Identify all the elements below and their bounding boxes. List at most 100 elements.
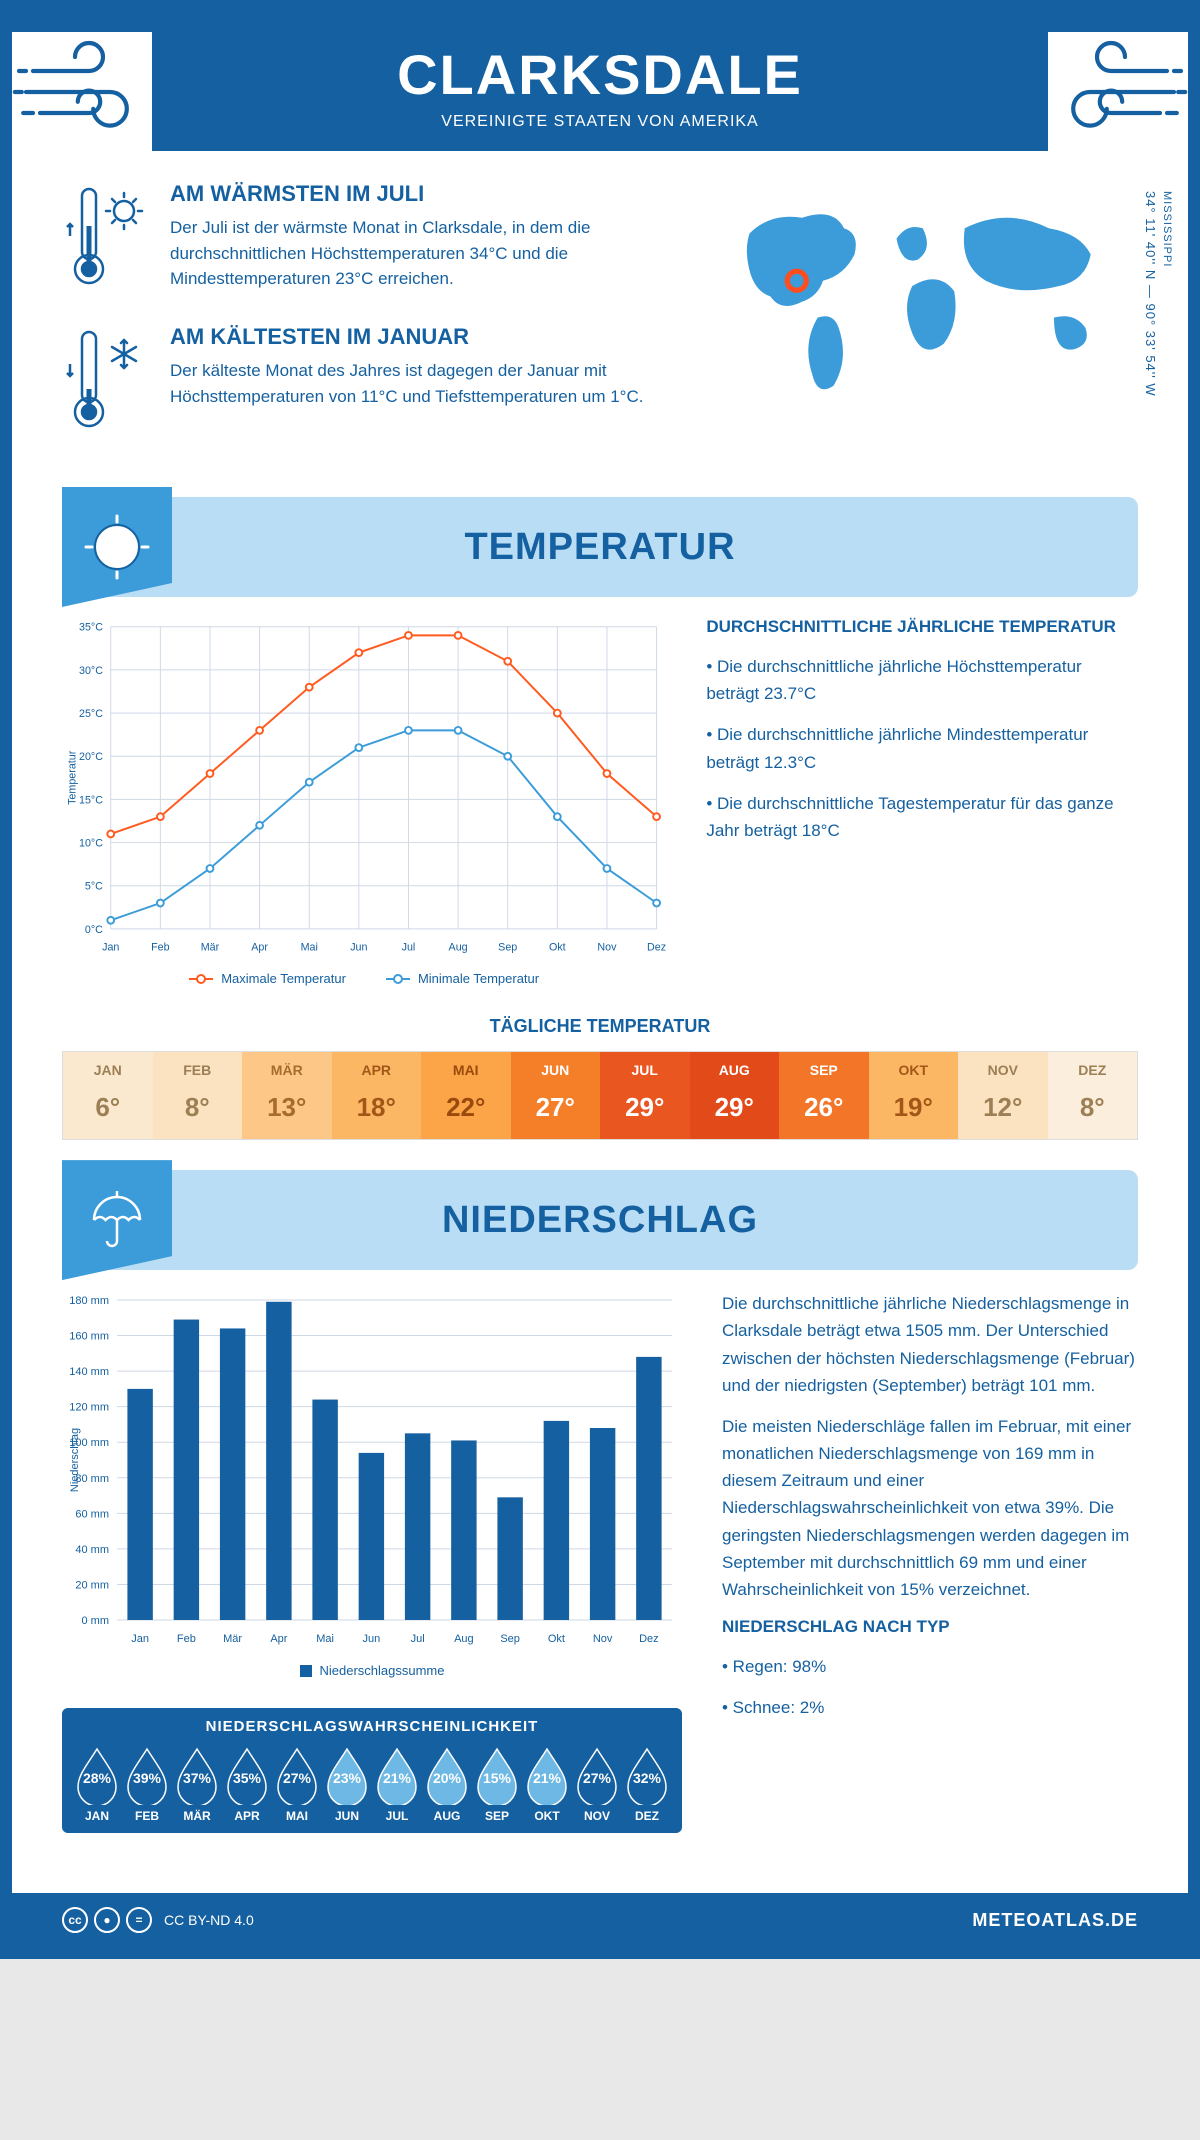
daily-temp-cell: JUL29° bbox=[600, 1052, 690, 1139]
umbrella-tab-icon bbox=[62, 1160, 172, 1280]
precip-text: Die durchschnittliche jährliche Niedersc… bbox=[722, 1290, 1138, 1735]
site-name: METEOATLAS.DE bbox=[972, 1910, 1138, 1931]
temp-bullet-1: • Die durchschnittliche jährliche Mindes… bbox=[706, 721, 1138, 775]
prob-row: 28%JAN39%FEB37%MÄR35%APR27%MAI23%JUN21%J… bbox=[72, 1745, 672, 1823]
thermometer-snow-icon bbox=[62, 324, 152, 439]
prob-cell: 27%NOV bbox=[572, 1745, 622, 1823]
legend-max: Maximale Temperatur bbox=[221, 971, 346, 986]
svg-text:140 mm: 140 mm bbox=[69, 1366, 109, 1378]
temp-summary: DURCHSCHNITTLICHE JÄHRLICHE TEMPERATUR •… bbox=[706, 617, 1138, 858]
coldest-text: Der kälteste Monat des Jahres ist dagege… bbox=[170, 358, 678, 409]
license-block: cc ● = CC BY-ND 4.0 bbox=[62, 1907, 254, 1933]
svg-text:Niederschlag: Niederschlag bbox=[69, 1428, 81, 1492]
svg-text:Jan: Jan bbox=[131, 1633, 149, 1645]
license-text: CC BY-ND 4.0 bbox=[164, 1912, 254, 1928]
content-area: AM WÄRMSTEN IM JULI Der Juli ist der wär… bbox=[12, 151, 1188, 1863]
svg-text:Sep: Sep bbox=[498, 941, 517, 953]
temp-line-chart: 0°C5°C10°C15°C20°C25°C30°C35°CJanFebMärA… bbox=[62, 617, 666, 958]
daily-temp-title: TÄGLICHE TEMPERATUR bbox=[62, 1016, 1138, 1037]
precip-legend-label: Niederschlagssumme bbox=[320, 1663, 445, 1678]
precip-snow: • Schnee: 2% bbox=[722, 1694, 1138, 1721]
precip-type-heading: NIEDERSCHLAG NACH TYP bbox=[722, 1617, 1138, 1637]
daily-temp-cell: FEB8° bbox=[153, 1052, 243, 1139]
svg-text:Temperatur: Temperatur bbox=[67, 750, 79, 805]
precip-chart-col: 0 mm20 mm40 mm60 mm80 mm100 mm120 mm140 … bbox=[62, 1290, 682, 1833]
coldest-title: AM KÄLTESTEN IM JANUAR bbox=[170, 324, 678, 350]
prob-cell: 27%MAI bbox=[272, 1745, 322, 1823]
svg-text:Mär: Mär bbox=[201, 941, 220, 953]
precipitation-banner: NIEDERSCHLAG bbox=[62, 1170, 1138, 1270]
svg-text:180 mm: 180 mm bbox=[69, 1295, 109, 1307]
temp-summary-heading: DURCHSCHNITTLICHE JÄHRLICHE TEMPERATUR bbox=[706, 617, 1138, 637]
precip-para1: Die durchschnittliche jährliche Niedersc… bbox=[722, 1290, 1138, 1399]
svg-text:15°C: 15°C bbox=[79, 794, 103, 806]
daily-temp-cell: MAI22° bbox=[421, 1052, 511, 1139]
region-label: MISSISSIPPI bbox=[1161, 191, 1173, 267]
temperature-banner: TEMPERATUR bbox=[62, 497, 1138, 597]
daily-temp-cell: APR18° bbox=[332, 1052, 422, 1139]
svg-text:5°C: 5°C bbox=[85, 881, 103, 893]
svg-text:Nov: Nov bbox=[597, 941, 617, 953]
temp-chart: 0°C5°C10°C15°C20°C25°C30°C35°CJanFebMärA… bbox=[62, 617, 666, 986]
svg-text:Aug: Aug bbox=[454, 1633, 474, 1645]
svg-text:Apr: Apr bbox=[270, 1633, 287, 1645]
daily-temp-cell: MÄR13° bbox=[242, 1052, 332, 1139]
svg-text:Jun: Jun bbox=[350, 941, 367, 953]
precip-two-col: 0 mm20 mm40 mm60 mm80 mm100 mm120 mm140 … bbox=[62, 1290, 1138, 1833]
prob-cell: 15%SEP bbox=[472, 1745, 522, 1823]
svg-text:0 mm: 0 mm bbox=[82, 1615, 110, 1627]
precip-bar-chart: 0 mm20 mm40 mm60 mm80 mm100 mm120 mm140 … bbox=[62, 1290, 682, 1650]
daily-temp-strip: JAN6°FEB8°MÄR13°APR18°MAI22°JUN27°JUL29°… bbox=[62, 1051, 1138, 1140]
svg-text:Jun: Jun bbox=[363, 1633, 381, 1645]
temp-two-col: 0°C5°C10°C15°C20°C25°C30°C35°CJanFebMärA… bbox=[62, 617, 1138, 986]
temperature-heading: TEMPERATUR bbox=[464, 526, 735, 569]
svg-text:Mai: Mai bbox=[301, 941, 318, 953]
page-header: CLARKSDALE VEREINIGTE STAATEN VON AMERIK… bbox=[12, 12, 1188, 151]
daily-temp-cell: JAN6° bbox=[63, 1052, 153, 1139]
coords-label: 34° 11' 40'' N — 90° 33' 54'' W bbox=[1143, 191, 1158, 397]
intro-facts: AM WÄRMSTEN IM JULI Der Juli ist der wär… bbox=[62, 181, 678, 467]
temp-legend: Maximale Temperatur Minimale Temperatur bbox=[62, 971, 666, 986]
svg-text:Jul: Jul bbox=[411, 1633, 425, 1645]
prob-cell: 23%JUN bbox=[322, 1745, 372, 1823]
svg-text:25°C: 25°C bbox=[79, 708, 103, 720]
svg-text:Dez: Dez bbox=[647, 941, 666, 953]
daily-temp-cell: DEZ8° bbox=[1048, 1052, 1138, 1139]
city-title: CLARKSDALE bbox=[32, 42, 1168, 107]
world-map-svg bbox=[718, 181, 1138, 412]
svg-text:160 mm: 160 mm bbox=[69, 1331, 109, 1343]
svg-text:Mai: Mai bbox=[316, 1633, 334, 1645]
svg-text:Feb: Feb bbox=[177, 1633, 196, 1645]
prob-cell: 21%JUL bbox=[372, 1745, 422, 1823]
temp-bullet-2: • Die durchschnittliche Tagestemperatur … bbox=[706, 790, 1138, 844]
svg-text:30°C: 30°C bbox=[79, 665, 103, 677]
infographic-page: CLARKSDALE VEREINIGTE STAATEN VON AMERIK… bbox=[0, 0, 1200, 1959]
prob-cell: 21%OKT bbox=[522, 1745, 572, 1823]
prob-cell: 32%DEZ bbox=[622, 1745, 672, 1823]
svg-text:Okt: Okt bbox=[548, 1633, 565, 1645]
temp-bullet-0: • Die durchschnittliche jährliche Höchst… bbox=[706, 653, 1138, 707]
svg-text:0°C: 0°C bbox=[85, 924, 103, 936]
svg-text:Dez: Dez bbox=[639, 1633, 659, 1645]
sun-tab-icon bbox=[62, 487, 172, 607]
svg-text:Jan: Jan bbox=[102, 941, 119, 953]
precip-rain: • Regen: 98% bbox=[722, 1653, 1138, 1680]
prob-cell: 28%JAN bbox=[72, 1745, 122, 1823]
cc-icons: cc ● = bbox=[62, 1907, 152, 1933]
daily-temp-cell: OKT19° bbox=[869, 1052, 959, 1139]
svg-text:Nov: Nov bbox=[593, 1633, 613, 1645]
intro-row: AM WÄRMSTEN IM JULI Der Juli ist der wär… bbox=[62, 181, 1138, 467]
svg-text:Feb: Feb bbox=[151, 941, 170, 953]
prob-cell: 35%APR bbox=[222, 1745, 272, 1823]
svg-text:40 mm: 40 mm bbox=[75, 1544, 109, 1556]
svg-text:Sep: Sep bbox=[500, 1633, 520, 1645]
svg-text:10°C: 10°C bbox=[79, 837, 103, 849]
svg-text:20 mm: 20 mm bbox=[75, 1580, 109, 1592]
prob-cell: 37%MÄR bbox=[172, 1745, 222, 1823]
wind-icon-left bbox=[12, 32, 152, 152]
thermometer-sun-icon bbox=[62, 181, 152, 296]
wind-icon-right bbox=[1048, 32, 1188, 152]
by-icon: ● bbox=[94, 1907, 120, 1933]
cc-icon: cc bbox=[62, 1907, 88, 1933]
precipitation-heading: NIEDERSCHLAG bbox=[442, 1199, 758, 1242]
